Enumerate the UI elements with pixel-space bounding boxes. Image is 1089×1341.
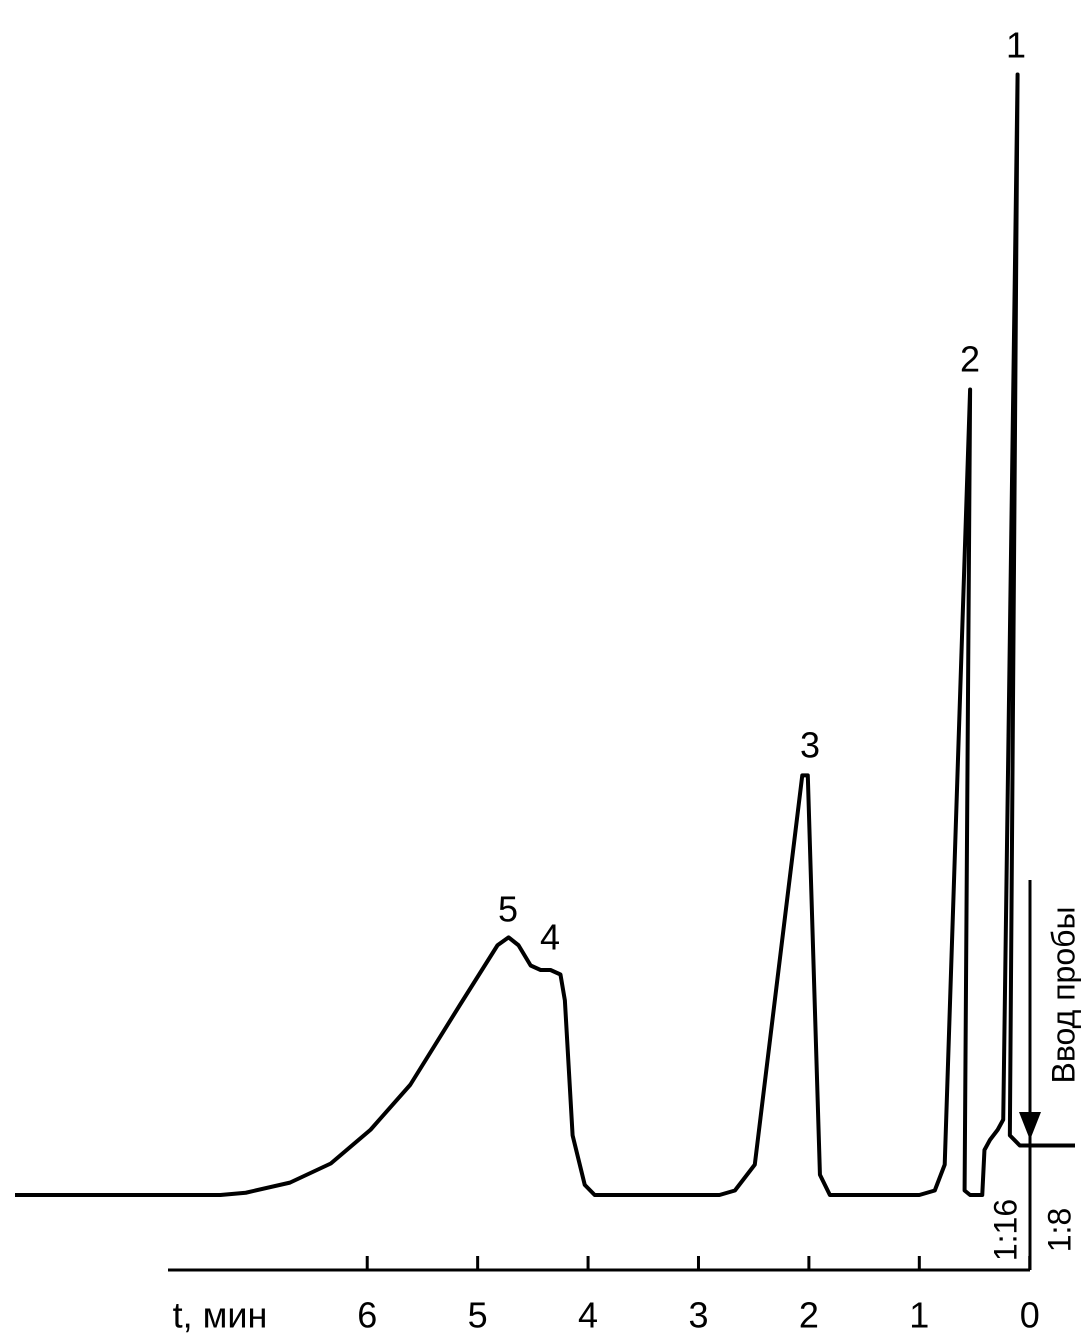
peak-label: 5	[498, 889, 518, 930]
x-tick-label: 3	[688, 1295, 708, 1336]
injection-label: Ввод пробы	[1045, 907, 1081, 1084]
x-axis-label: t, мин	[173, 1295, 268, 1336]
peak-label: 2	[960, 339, 980, 380]
x-tick-label: 2	[799, 1295, 819, 1336]
attenuation-label: 1:16	[987, 1199, 1023, 1261]
x-tick-label: 6	[357, 1295, 377, 1336]
peak-label: 4	[540, 917, 560, 958]
x-tick-label: 5	[468, 1295, 488, 1336]
injection-arrow	[1019, 1112, 1041, 1140]
attenuation-label: 1:8	[1041, 1208, 1077, 1252]
peak-label: 3	[800, 725, 820, 766]
peak-label: 1	[1006, 25, 1026, 66]
x-tick-label: 0	[1020, 1295, 1040, 1336]
trace	[15, 72, 1075, 1197]
x-tick-label: 1	[909, 1295, 929, 1336]
x-tick-label: 4	[578, 1295, 598, 1336]
